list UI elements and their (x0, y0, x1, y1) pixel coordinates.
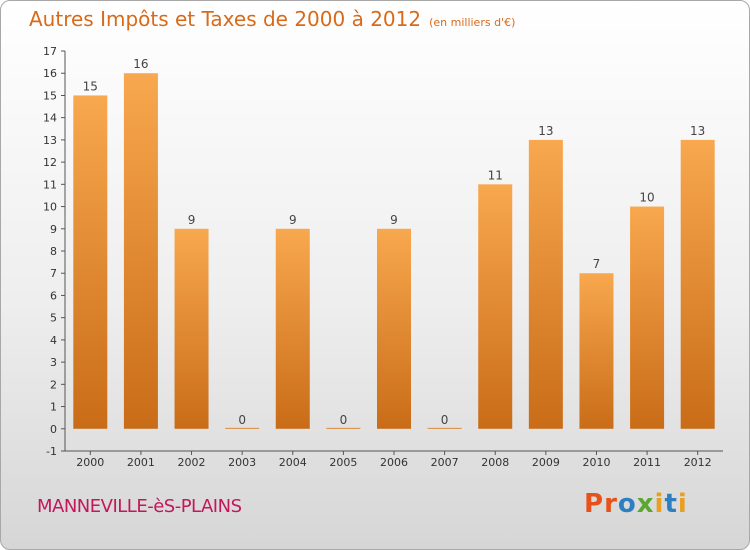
x-tick-label: 2011 (633, 456, 661, 469)
x-tick-label: 2007 (431, 456, 459, 469)
chart-title: Autres Impôts et Taxes de 2000 à 2012 (en… (29, 7, 515, 31)
y-tick-label: 1 (50, 401, 57, 414)
y-tick-label: 2 (50, 378, 57, 391)
y-tick-label: -1 (46, 445, 57, 458)
y-tick-label: 16 (43, 67, 57, 80)
x-tick-label: 2009 (532, 456, 560, 469)
bar-2003 (225, 427, 260, 429)
chart-title-unit: (en milliers d'€) (429, 16, 516, 29)
logo-letter: x (636, 489, 655, 519)
bar-2007 (427, 427, 462, 429)
data-label-2003: 0 (238, 413, 246, 427)
y-tick-label: 12 (43, 156, 57, 169)
bar-2010 (579, 273, 614, 429)
data-label-2005: 0 (340, 413, 348, 427)
x-tick-label: 2005 (329, 456, 357, 469)
bar-2005 (326, 427, 361, 429)
data-label-2008: 11 (488, 168, 503, 182)
logo-letter: t (664, 489, 678, 519)
data-label-2002: 9 (188, 213, 196, 227)
y-tick-label: 6 (50, 289, 57, 302)
logo-letter: r (604, 489, 618, 519)
y-tick-label: 11 (43, 178, 57, 191)
y-tick-label: 7 (50, 267, 57, 280)
y-tick-label: 14 (43, 112, 57, 125)
y-tick-label: 4 (50, 334, 57, 347)
bar-2009 (528, 139, 563, 429)
y-tick-label: 15 (43, 89, 57, 102)
proxiti-logo: Proxiti (584, 489, 688, 519)
data-label-2000: 15 (83, 79, 98, 93)
data-label-2007: 0 (441, 413, 449, 427)
bar-2001 (123, 73, 158, 429)
bar-2006 (377, 228, 411, 429)
x-tick-label: 2004 (279, 456, 307, 469)
data-label-2004: 9 (289, 213, 297, 227)
x-tick-label: 2006 (380, 456, 408, 469)
bar-2004 (275, 228, 310, 429)
data-label-2001: 16 (133, 57, 148, 71)
chart-title-main: Autres Impôts et Taxes de 2000 à 2012 (29, 7, 422, 31)
y-tick-label: 5 (50, 312, 57, 325)
commune-name: MANNEVILLE-èS-PLAINS (37, 496, 242, 517)
y-tick-label: 9 (50, 223, 57, 236)
x-tick-label: 2001 (127, 456, 155, 469)
y-tick-label: 3 (50, 356, 57, 369)
y-tick-label: 8 (50, 245, 57, 258)
data-label-2009: 13 (538, 124, 553, 138)
y-tick-label: 13 (43, 134, 57, 147)
bar-2011 (630, 206, 665, 429)
data-label-2012: 13 (690, 124, 705, 138)
logo-letter: o (617, 489, 637, 519)
x-tick-label: 2003 (228, 456, 256, 469)
logo-letter: i (654, 489, 665, 519)
logo-letter: P (584, 489, 605, 519)
x-tick-label: 2012 (684, 456, 712, 469)
y-tick-label: 0 (50, 423, 57, 436)
x-tick-label: 2000 (76, 456, 104, 469)
y-tick-label: 10 (43, 201, 57, 214)
logo-letter: i (677, 489, 688, 519)
x-tick-label: 2010 (582, 456, 610, 469)
bar-2000 (73, 95, 108, 429)
bar-2012 (680, 139, 715, 429)
data-label-2006: 9 (390, 213, 398, 227)
data-label-2010: 7 (593, 257, 601, 271)
bar-2008 (478, 184, 513, 429)
bar-2002 (174, 228, 209, 429)
data-label-2011: 10 (639, 191, 654, 205)
x-tick-label: 2008 (481, 456, 509, 469)
y-tick-label: 17 (43, 45, 57, 58)
x-tick-label: 2002 (178, 456, 206, 469)
